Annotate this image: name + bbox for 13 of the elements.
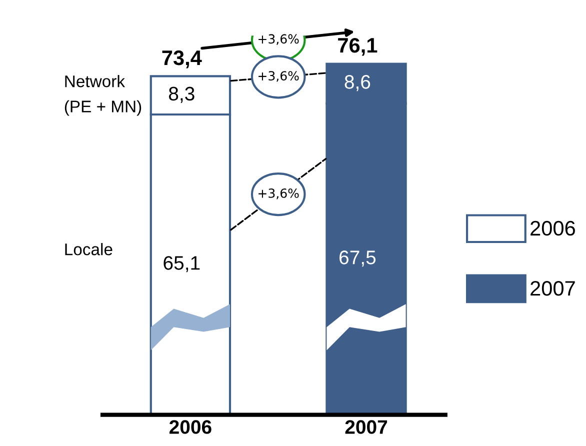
- text: +3,6%: [258, 34, 299, 45]
- data-label: 8,6: [344, 75, 370, 92]
- data-label: 8,3: [168, 86, 194, 103]
- annotation: Locale: [65, 243, 112, 256]
- data-label: 65,1: [164, 256, 200, 272]
- total-label: 73,4: [162, 50, 202, 68]
- legend-label: 2007: [530, 281, 575, 296]
- annotation: +3,6%: [258, 71, 299, 82]
- annotation: +3,6%: [258, 188, 299, 200]
- annotation: Network (PE + MN): [64, 74, 142, 116]
- data-label: 67,5: [340, 250, 376, 267]
- total-label: 76,1: [338, 38, 378, 56]
- legend-label: 2006: [530, 220, 575, 236]
